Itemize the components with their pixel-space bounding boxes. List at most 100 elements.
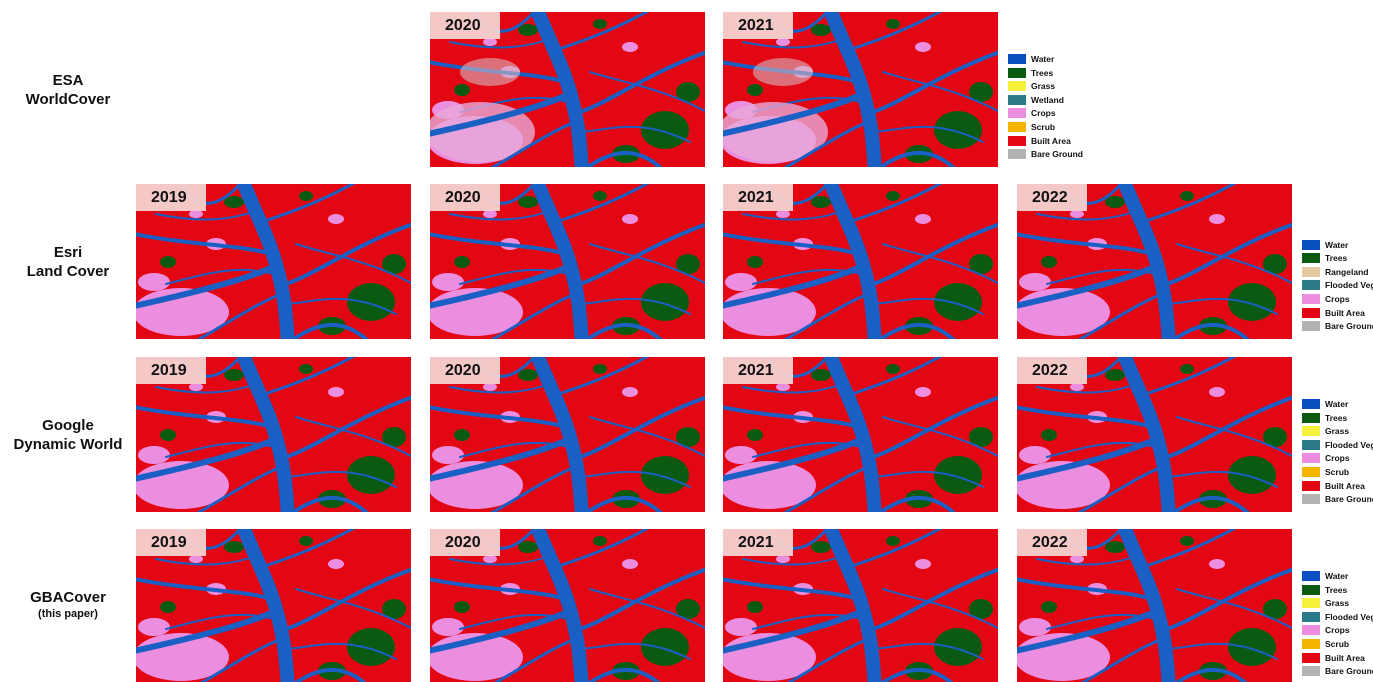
legend-label: Crops bbox=[1031, 108, 1056, 118]
legend-swatch bbox=[1302, 267, 1320, 277]
legend-item: Crops bbox=[1302, 452, 1372, 466]
legend-swatch bbox=[1302, 481, 1320, 491]
legend-swatch bbox=[1302, 426, 1320, 436]
legend-item: Bare Ground bbox=[1302, 664, 1372, 678]
row-label-line: (this paper) bbox=[0, 607, 136, 622]
year-label: 2019 bbox=[136, 357, 206, 384]
row-label-line: Dynamic World bbox=[0, 435, 136, 454]
map-panel: 2019 bbox=[136, 357, 411, 512]
legend-swatch bbox=[1302, 666, 1320, 676]
legend-label: Trees bbox=[1031, 68, 1053, 78]
legend-item: Built Area bbox=[1302, 306, 1372, 320]
legend-label: Crops bbox=[1325, 294, 1350, 304]
row-label-line: GBACover bbox=[0, 588, 136, 607]
year-label: 2021 bbox=[723, 357, 793, 384]
legend-item: Grass bbox=[1302, 596, 1372, 610]
legend-item: Trees bbox=[1008, 66, 1078, 80]
legend-item: Grass bbox=[1302, 424, 1372, 438]
legend-swatch bbox=[1302, 321, 1320, 331]
map-panel: 2020 bbox=[430, 357, 705, 512]
legend-item: Crops bbox=[1302, 624, 1372, 638]
legend-swatch bbox=[1302, 598, 1320, 608]
year-label: 2022 bbox=[1017, 529, 1087, 556]
legend-label: Wetland bbox=[1031, 95, 1064, 105]
map-panel: 2022 bbox=[1017, 184, 1292, 339]
legend-swatch bbox=[1008, 149, 1026, 159]
legend-item: Trees bbox=[1302, 411, 1372, 425]
legend-swatch bbox=[1302, 440, 1320, 450]
legend-label: Scrub bbox=[1325, 467, 1349, 477]
legend-item: Trees bbox=[1302, 251, 1372, 265]
legend-swatch bbox=[1302, 625, 1320, 635]
legend-swatch bbox=[1302, 453, 1320, 463]
legend-item: Scrub bbox=[1302, 637, 1372, 651]
legend-label: Built Area bbox=[1325, 308, 1365, 318]
legend-label: Bare Ground bbox=[1325, 494, 1373, 504]
legend-item: Scrub bbox=[1302, 465, 1372, 479]
map-panel: 2019 bbox=[136, 184, 411, 339]
legend-label: Water bbox=[1325, 571, 1348, 581]
legend-label: Crops bbox=[1325, 625, 1350, 635]
year-label: 2021 bbox=[723, 184, 793, 211]
legend-label: Water bbox=[1031, 54, 1054, 64]
legend-item: Grass bbox=[1008, 79, 1078, 93]
map-panel: 2021 bbox=[723, 184, 998, 339]
legend-item: Bare Ground bbox=[1008, 147, 1078, 161]
legend-swatch bbox=[1302, 612, 1320, 622]
legend-swatch bbox=[1302, 280, 1320, 290]
row-label-line: ESA bbox=[0, 71, 136, 90]
legend-item: Built Area bbox=[1008, 134, 1078, 148]
legend-swatch bbox=[1302, 294, 1320, 304]
legend-item: Water bbox=[1302, 569, 1372, 583]
legend-item: Scrub bbox=[1008, 120, 1078, 134]
legend-swatch bbox=[1008, 136, 1026, 146]
map-panel: 2021 bbox=[723, 357, 998, 512]
map-panel: 2019 bbox=[136, 529, 411, 682]
legend-item: Flooded Veg. bbox=[1302, 610, 1372, 624]
legend-label: Bare Ground bbox=[1031, 149, 1083, 159]
row-label-line: Google bbox=[0, 416, 136, 435]
legend-label: Flooded Veg. bbox=[1325, 280, 1373, 290]
legend-label: Bare Ground bbox=[1325, 666, 1373, 676]
legend-label: Water bbox=[1325, 240, 1348, 250]
legend-label: Trees bbox=[1325, 585, 1347, 595]
legend-item: Crops bbox=[1008, 107, 1078, 121]
legend-item: Rangeland bbox=[1302, 265, 1372, 279]
year-label: 2020 bbox=[430, 529, 500, 556]
legend-label: Crops bbox=[1325, 453, 1350, 463]
legend-swatch bbox=[1008, 54, 1026, 64]
legend-item: Built Area bbox=[1302, 651, 1372, 665]
map-panel: 2021 bbox=[723, 12, 998, 167]
legend-label: Trees bbox=[1325, 253, 1347, 263]
legend-label: Scrub bbox=[1031, 122, 1055, 132]
legend-swatch bbox=[1302, 308, 1320, 318]
legend-label: Trees bbox=[1325, 413, 1347, 423]
legend-swatch bbox=[1302, 399, 1320, 409]
legend-swatch bbox=[1008, 68, 1026, 78]
legend-swatch bbox=[1302, 494, 1320, 504]
figure: ESAWorldCover20202021WaterTreesGrassWetl… bbox=[0, 0, 1373, 682]
legend-item: Flooded Veg. bbox=[1302, 279, 1372, 293]
legend-item: Water bbox=[1302, 238, 1372, 252]
legend-item: Built Area bbox=[1302, 479, 1372, 493]
legend-swatch bbox=[1302, 571, 1320, 581]
legend-swatch bbox=[1302, 653, 1320, 663]
legend-swatch bbox=[1302, 413, 1320, 423]
map-panel: 2020 bbox=[430, 184, 705, 339]
legend-item: Crops bbox=[1302, 292, 1372, 306]
legend-swatch bbox=[1302, 585, 1320, 595]
map-panel: 2020 bbox=[430, 529, 705, 682]
map-panel: 2022 bbox=[1017, 529, 1292, 682]
year-label: 2020 bbox=[430, 184, 500, 211]
legend-swatch bbox=[1008, 108, 1026, 118]
legend-label: Bare Ground bbox=[1325, 321, 1373, 331]
legend-swatch bbox=[1008, 81, 1026, 91]
row-label-line: Land Cover bbox=[0, 262, 136, 281]
legend-swatch bbox=[1302, 253, 1320, 263]
legend-label: Scrub bbox=[1325, 639, 1349, 649]
legend-label: Water bbox=[1325, 399, 1348, 409]
legend-swatch bbox=[1008, 122, 1026, 132]
row-label: GBACover(this paper) bbox=[0, 588, 136, 622]
